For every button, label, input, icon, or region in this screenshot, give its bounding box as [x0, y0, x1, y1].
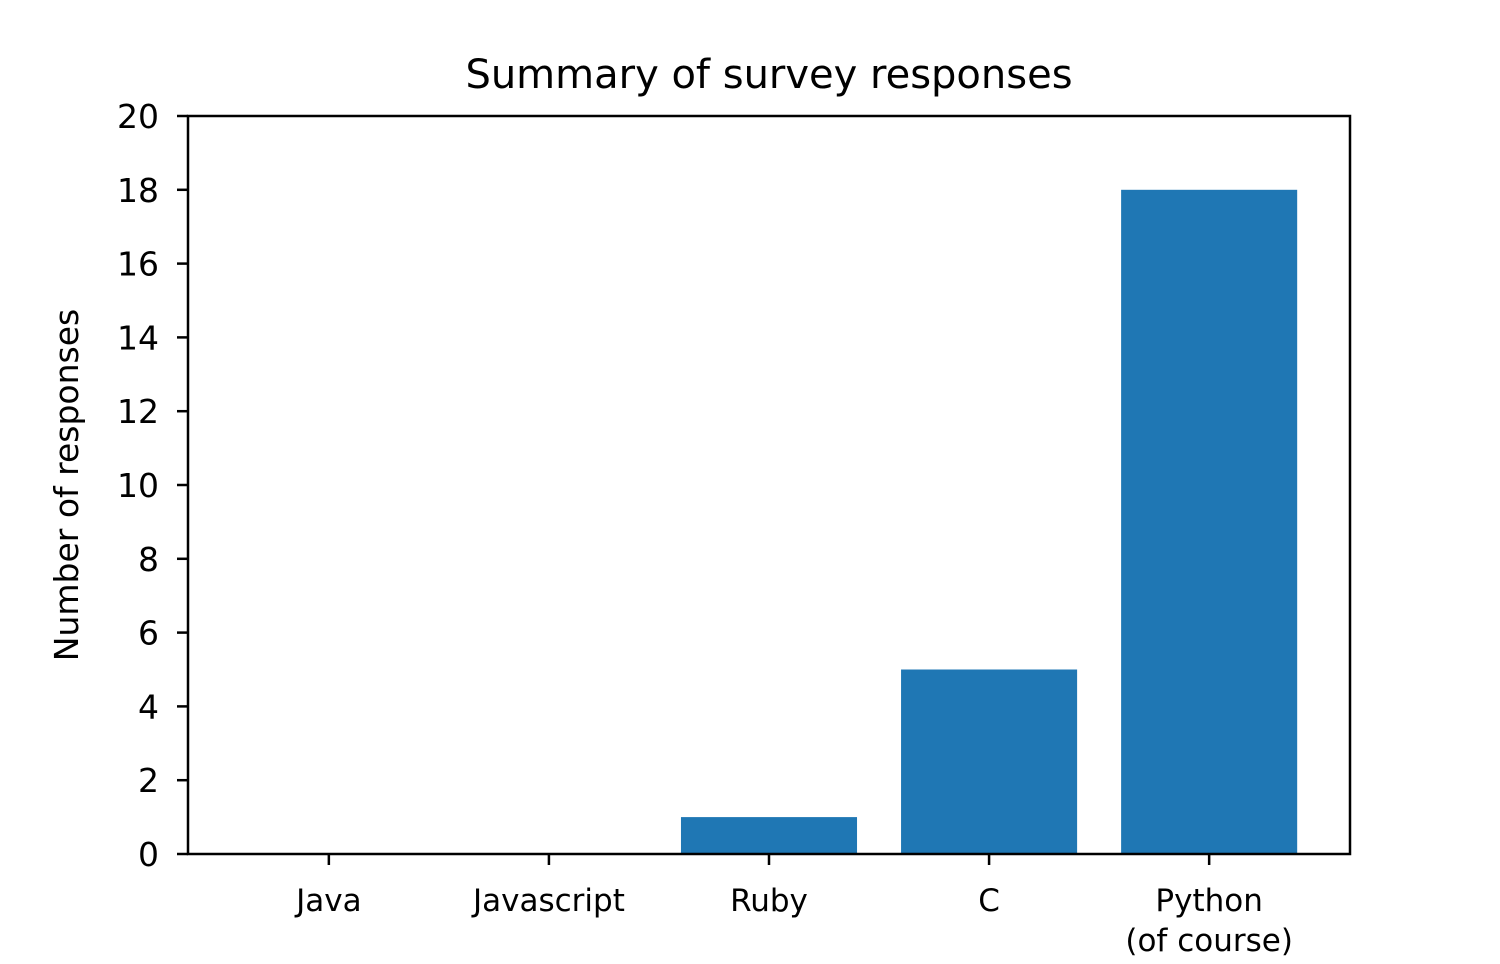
- x-tick-label-line: (of course): [1125, 923, 1293, 959]
- y-tick-label: 8: [138, 540, 159, 579]
- y-tick-label: 10: [117, 466, 159, 505]
- y-axis-label: Number of responses: [47, 309, 86, 661]
- plot-frame: [186, 114, 1352, 856]
- y-tick-label: 20: [117, 97, 159, 136]
- x-tick-label: C: [978, 883, 1000, 919]
- y-axis: 0 2 4 6 8 10 12 14 16 18 20: [117, 97, 188, 874]
- y-tick-label: 16: [117, 245, 159, 284]
- y-tick-label: 12: [117, 392, 159, 431]
- x-axis: Java Javascript Ruby C Python (of course): [294, 854, 1293, 959]
- x-tick-label-line: Java: [294, 883, 361, 919]
- x-tick-label-line: Python: [1155, 883, 1262, 919]
- bar-2: [680, 817, 858, 854]
- x-tick-label-line: Ruby: [730, 883, 808, 919]
- x-tick-label: Ruby: [730, 883, 808, 919]
- bar-4: [1121, 189, 1298, 855]
- chart-title: Summary of survey responses: [465, 52, 1072, 98]
- y-tick-label: 14: [117, 318, 159, 357]
- x-tick-label-line: Javascript: [471, 883, 625, 919]
- x-tick-label: Python (of course): [1125, 883, 1293, 959]
- x-tick-label: Java: [294, 883, 361, 919]
- y-tick-label: 0: [138, 835, 159, 874]
- x-tick-label: Javascript: [471, 883, 625, 919]
- bars-layer: [680, 189, 1298, 855]
- x-tick-label-line: C: [978, 883, 1000, 919]
- y-tick-label: 6: [138, 614, 159, 653]
- y-tick-label: 18: [117, 171, 159, 210]
- bar-3: [901, 669, 1078, 854]
- y-tick-label: 4: [138, 687, 159, 726]
- y-tick-label: 2: [138, 761, 159, 800]
